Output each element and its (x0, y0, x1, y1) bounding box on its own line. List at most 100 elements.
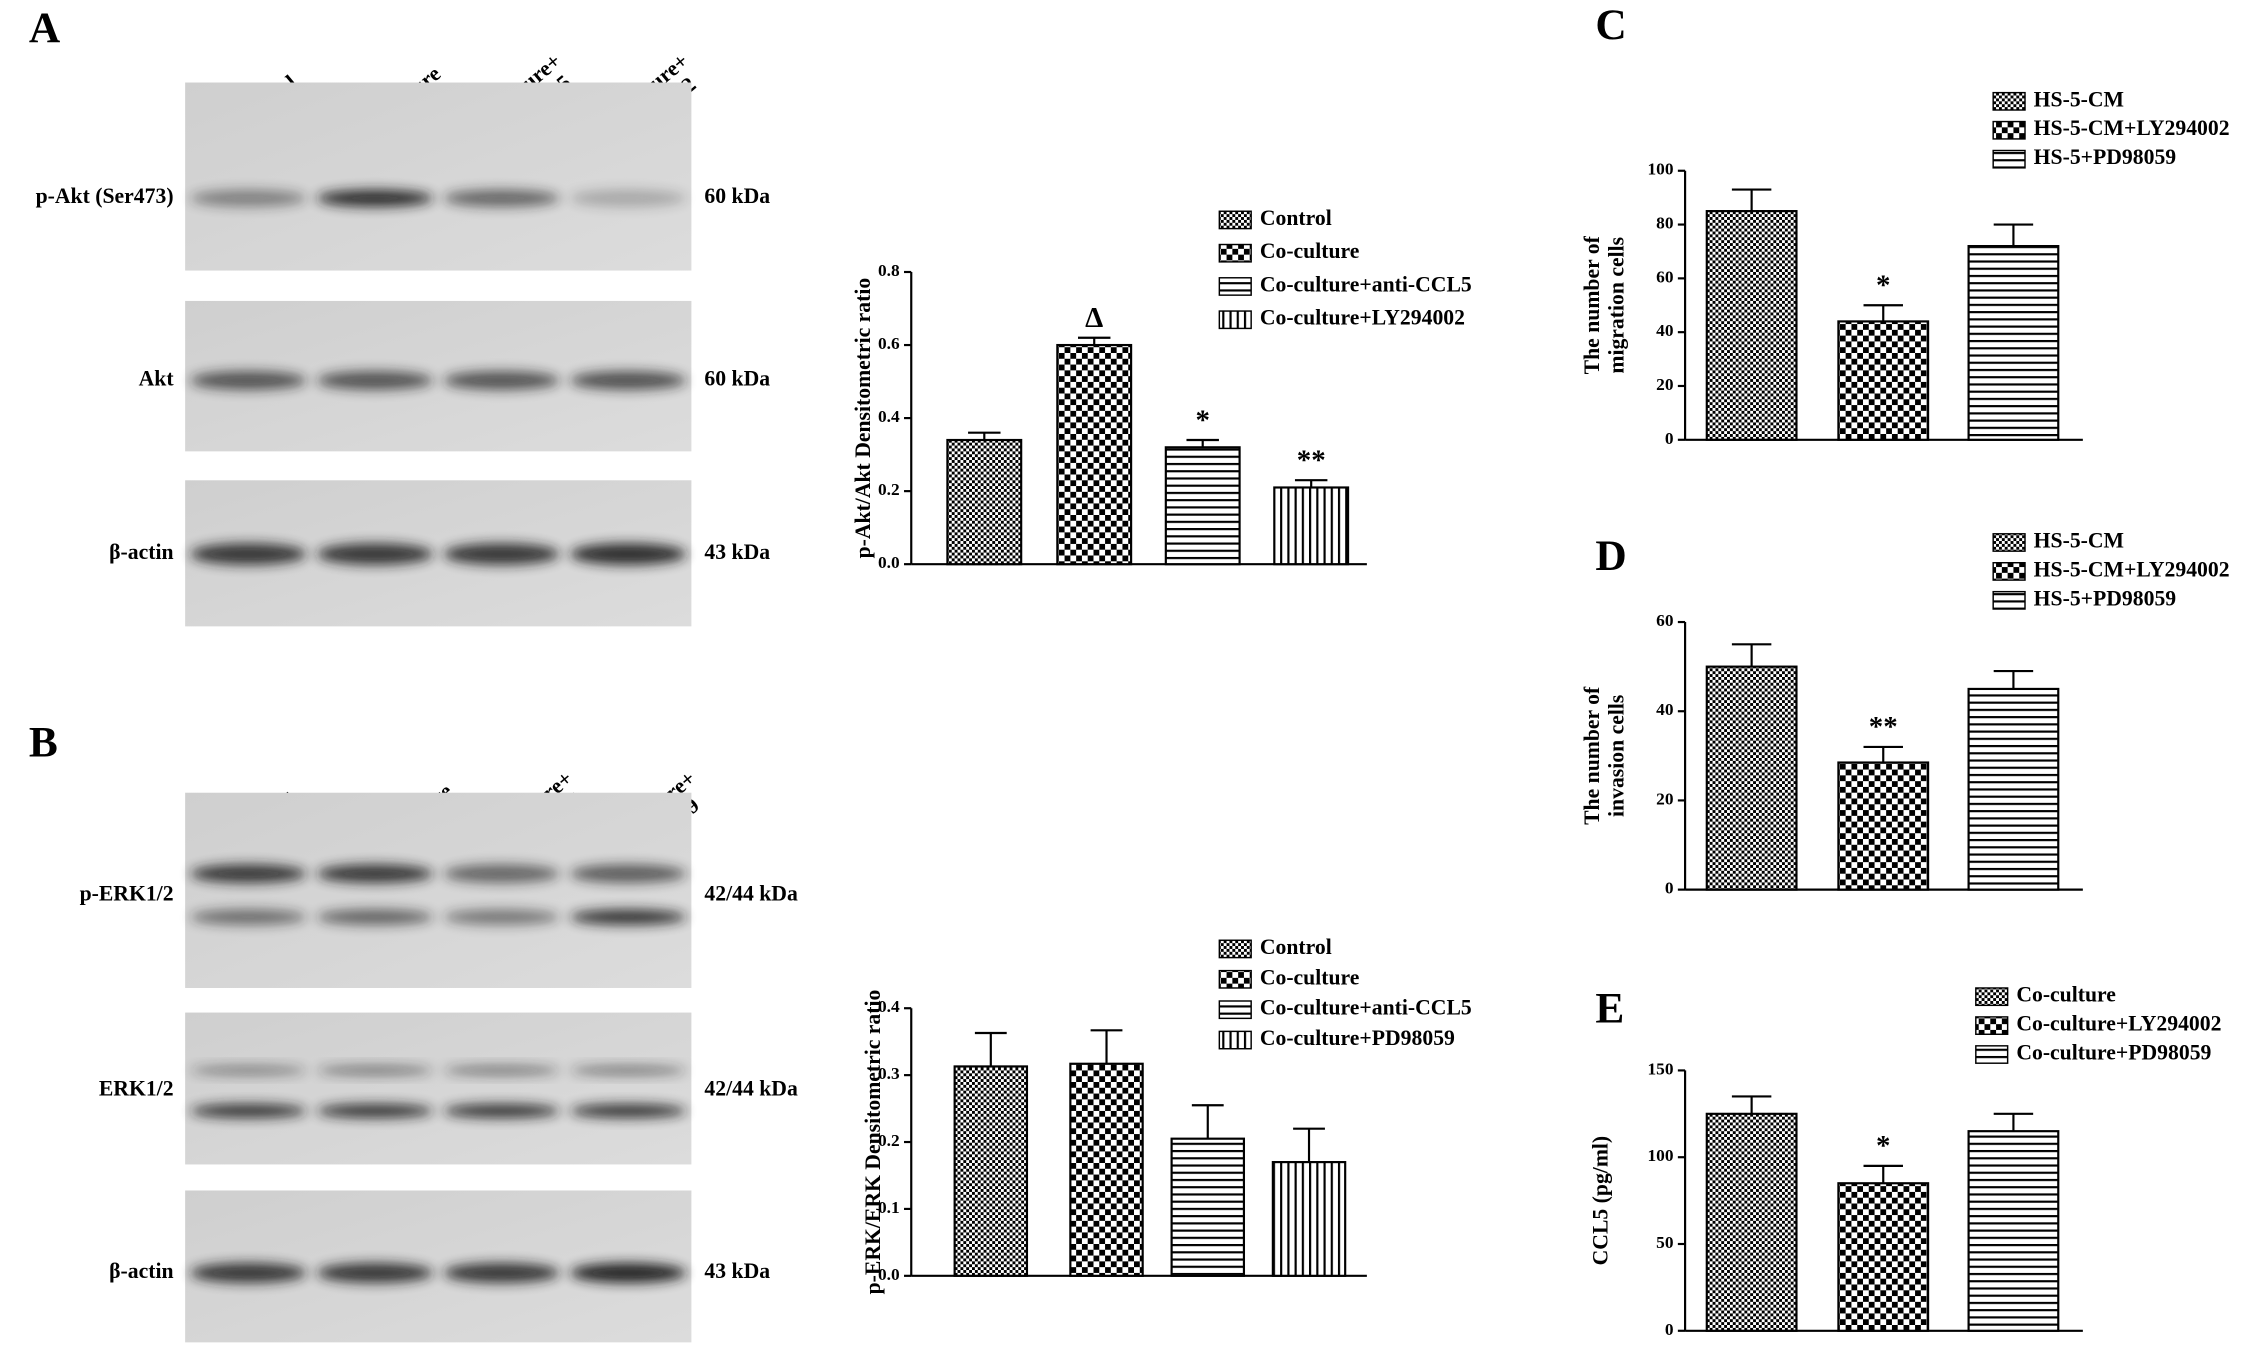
legend-label: Co-culture+PD98059 (1260, 1026, 1455, 1050)
legend-swatch (1992, 149, 2026, 169)
y-tick-label: 0.6 (878, 334, 900, 353)
blot-band (190, 189, 307, 207)
legend-swatch (1992, 91, 2026, 111)
blot-band (190, 1262, 307, 1284)
y-tick-label: 40 (1656, 700, 1674, 719)
bar (1705, 210, 1798, 441)
bar (1837, 1182, 1930, 1332)
y-tick-label: 0.4 (878, 997, 900, 1016)
y-tick-label: 80 (1656, 214, 1674, 233)
y-tick-label: 0.4 (878, 407, 900, 426)
blot-band (316, 189, 434, 207)
legend-label: HS-5-CM (2034, 87, 2124, 111)
y-tick-label: 20 (1656, 789, 1674, 808)
blot-band (569, 543, 687, 565)
blot-band (569, 909, 687, 926)
legend-swatch (1975, 1016, 2009, 1035)
legend-label: Co-culture+PD98059 (2016, 1041, 2211, 1065)
legend-swatch (1218, 310, 1252, 330)
legend-swatch (1218, 243, 1252, 263)
significance-label: ** (1869, 711, 1898, 743)
y-tick-label: 0 (1665, 879, 1674, 898)
y-tick-label: 20 (1656, 375, 1674, 394)
blot-band (190, 543, 307, 565)
y-tick-label: 150 (1648, 1059, 1674, 1078)
legend-swatch (1975, 987, 2009, 1007)
legend-swatch (1992, 590, 2026, 610)
blot-band (569, 189, 687, 207)
blot-membrane (185, 792, 692, 988)
y-tick-label: 0.8 (878, 261, 900, 280)
blot-row-label: p-Akt (Ser473) (36, 184, 174, 208)
y-tick-label: 100 (1648, 1146, 1674, 1165)
y-axis-label: migration cells (1605, 237, 1629, 374)
blot-band (443, 1065, 560, 1076)
legend-swatch (1218, 969, 1252, 989)
significance-label: * (1195, 404, 1209, 436)
legend-label: Co-culture (1260, 239, 1360, 263)
legend-swatch (1992, 120, 2026, 140)
blot-band (190, 371, 307, 390)
legend-label: Co-culture+anti-CCL5 (1260, 996, 1472, 1020)
blot-row-label: ERK1/2 (99, 1077, 174, 1101)
bar (1273, 486, 1350, 566)
blot-band (443, 189, 560, 207)
y-tick-label: 100 (1648, 160, 1674, 179)
legend-label: HS-5-CM (2034, 528, 2124, 552)
y-tick-label: 0.1 (878, 1198, 900, 1217)
y-tick-label: 40 (1656, 321, 1674, 340)
legend-label: Control (1260, 935, 1332, 959)
bar (1271, 1161, 1347, 1277)
blot-band (316, 864, 434, 884)
significance-label: * (1876, 1130, 1890, 1162)
bar (1967, 1130, 2060, 1332)
blot-band (569, 1103, 687, 1119)
blot-band (443, 371, 560, 390)
y-axis-label: The number of (1580, 235, 1604, 374)
blot-band (443, 543, 560, 565)
blot-band (443, 909, 560, 926)
y-axis-label: invasion cells (1605, 695, 1629, 817)
blot-size-label: 60 kDa (704, 366, 770, 390)
blot-band (569, 864, 687, 884)
blot-band (443, 1103, 560, 1119)
y-axis-label: CCL5 (pg/ml) (1589, 1136, 1613, 1266)
blot-band (190, 1103, 307, 1119)
blot-row-label: β-actin (109, 1259, 173, 1283)
significance-label: Δ (1085, 302, 1103, 334)
bar (1967, 687, 2060, 891)
legend-label: HS-5+PD98059 (2034, 145, 2177, 169)
legend-label: HS-5-CM+LY294002 (2034, 116, 2230, 140)
blot-size-label: 43 kDa (704, 540, 770, 564)
y-tick-label: 60 (1656, 611, 1674, 630)
y-tick-label: 0 (1665, 1320, 1674, 1339)
blot-row-label: Akt (139, 366, 175, 390)
blot-size-label: 42/44 kDa (704, 1077, 798, 1101)
blot-band (316, 371, 434, 390)
y-tick-label: 60 (1656, 267, 1674, 286)
blot-band (190, 864, 307, 884)
legend-swatch (1218, 277, 1252, 296)
bar (1705, 665, 1798, 891)
panel-letter: B (29, 718, 58, 766)
blot-membrane (185, 1012, 692, 1165)
blot-band (443, 864, 560, 884)
y-axis-label: p-Akt/Akt Densitometric ratio (851, 278, 875, 559)
legend-label: HS-5+PD98059 (2034, 586, 2177, 610)
bar (946, 438, 1023, 566)
bar (1967, 244, 2060, 441)
legend-label: Co-culture (2016, 983, 2116, 1007)
legend-label: Co-culture (1260, 965, 1360, 989)
bar (1837, 320, 1930, 441)
panel-letter: C (1595, 1, 1626, 49)
y-tick-label: 0.3 (878, 1064, 900, 1083)
y-tick-label: 0 (1665, 429, 1674, 448)
blot-band (316, 1103, 434, 1119)
blot-band (316, 909, 434, 926)
bar (1837, 761, 1930, 891)
blot-band (569, 1065, 687, 1076)
blot-membrane (185, 82, 692, 271)
bar (1164, 446, 1241, 566)
